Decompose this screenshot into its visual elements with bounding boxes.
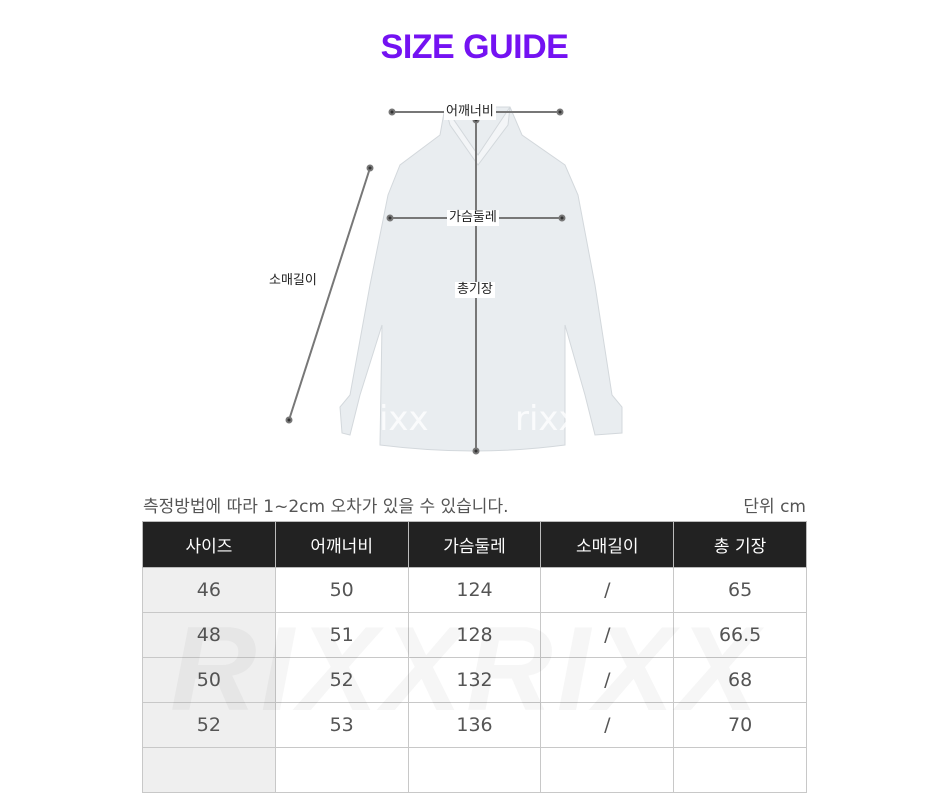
table-row: 50 52 132/68	[142, 657, 807, 703]
length-label: 총기장	[455, 282, 495, 298]
table-cell: 51	[274, 612, 409, 658]
header-length: 총 기장	[673, 521, 807, 568]
sleeve-label: 소매길이	[267, 273, 319, 289]
shoulder-label: 어깨너비	[444, 104, 496, 120]
table-cell	[274, 747, 409, 793]
table-cell: 132	[407, 657, 542, 703]
sleeve-line	[288, 167, 371, 421]
table-cell: /	[540, 657, 675, 703]
table-cell: 68	[673, 657, 807, 703]
table-cell: 66.5	[673, 612, 807, 658]
table-cell: 50	[274, 567, 409, 613]
table-cell	[142, 747, 276, 793]
header-shoulder: 어깨너비	[274, 521, 409, 568]
page-title: SIZE GUIDE	[380, 28, 569, 66]
header-size: 사이즈	[142, 521, 276, 568]
watermark-right: rixx	[515, 399, 579, 439]
table-row: 46 50 124/65	[142, 567, 807, 613]
table-cell	[540, 747, 675, 793]
table-cell: 46	[142, 567, 276, 613]
table-cell	[673, 747, 807, 793]
table-cell: 53	[274, 702, 409, 748]
table-cell: 50	[142, 657, 276, 703]
header-chest: 가슴둘레	[407, 521, 542, 568]
table-cell	[407, 747, 542, 793]
table-cell: /	[540, 702, 675, 748]
watermark-left: rixx	[365, 399, 429, 439]
table-cell: /	[540, 612, 675, 658]
shirt-diagram: rixx rixx	[285, 106, 623, 455]
table-cell: /	[540, 567, 675, 613]
chest-label: 가슴둘레	[447, 210, 499, 226]
table-row: 48 51 128/66.5	[142, 612, 807, 658]
table-row: 52 53 136/70	[142, 702, 807, 748]
measurement-note: 측정방법에 따라 1~2cm 오차가 있을 수 있습니다.	[143, 497, 509, 517]
table-cell: 136	[407, 702, 542, 748]
table-cell: 124	[407, 567, 542, 613]
size-table: 사이즈 어깨너비 가슴둘레 소매길이 총 기장 46 50 124/65 48 51 12…	[142, 521, 807, 793]
table-cell: 52	[142, 702, 276, 748]
table-cell: 52	[274, 657, 409, 703]
table-cell: 70	[673, 702, 807, 748]
unit-label: 단위 cm	[743, 497, 806, 517]
header-sleeve: 소매길이	[540, 521, 675, 568]
table-cell: 65	[673, 567, 807, 613]
table-cell: 48	[142, 612, 276, 658]
table-cell: 128	[407, 612, 542, 658]
table-row	[142, 747, 807, 793]
